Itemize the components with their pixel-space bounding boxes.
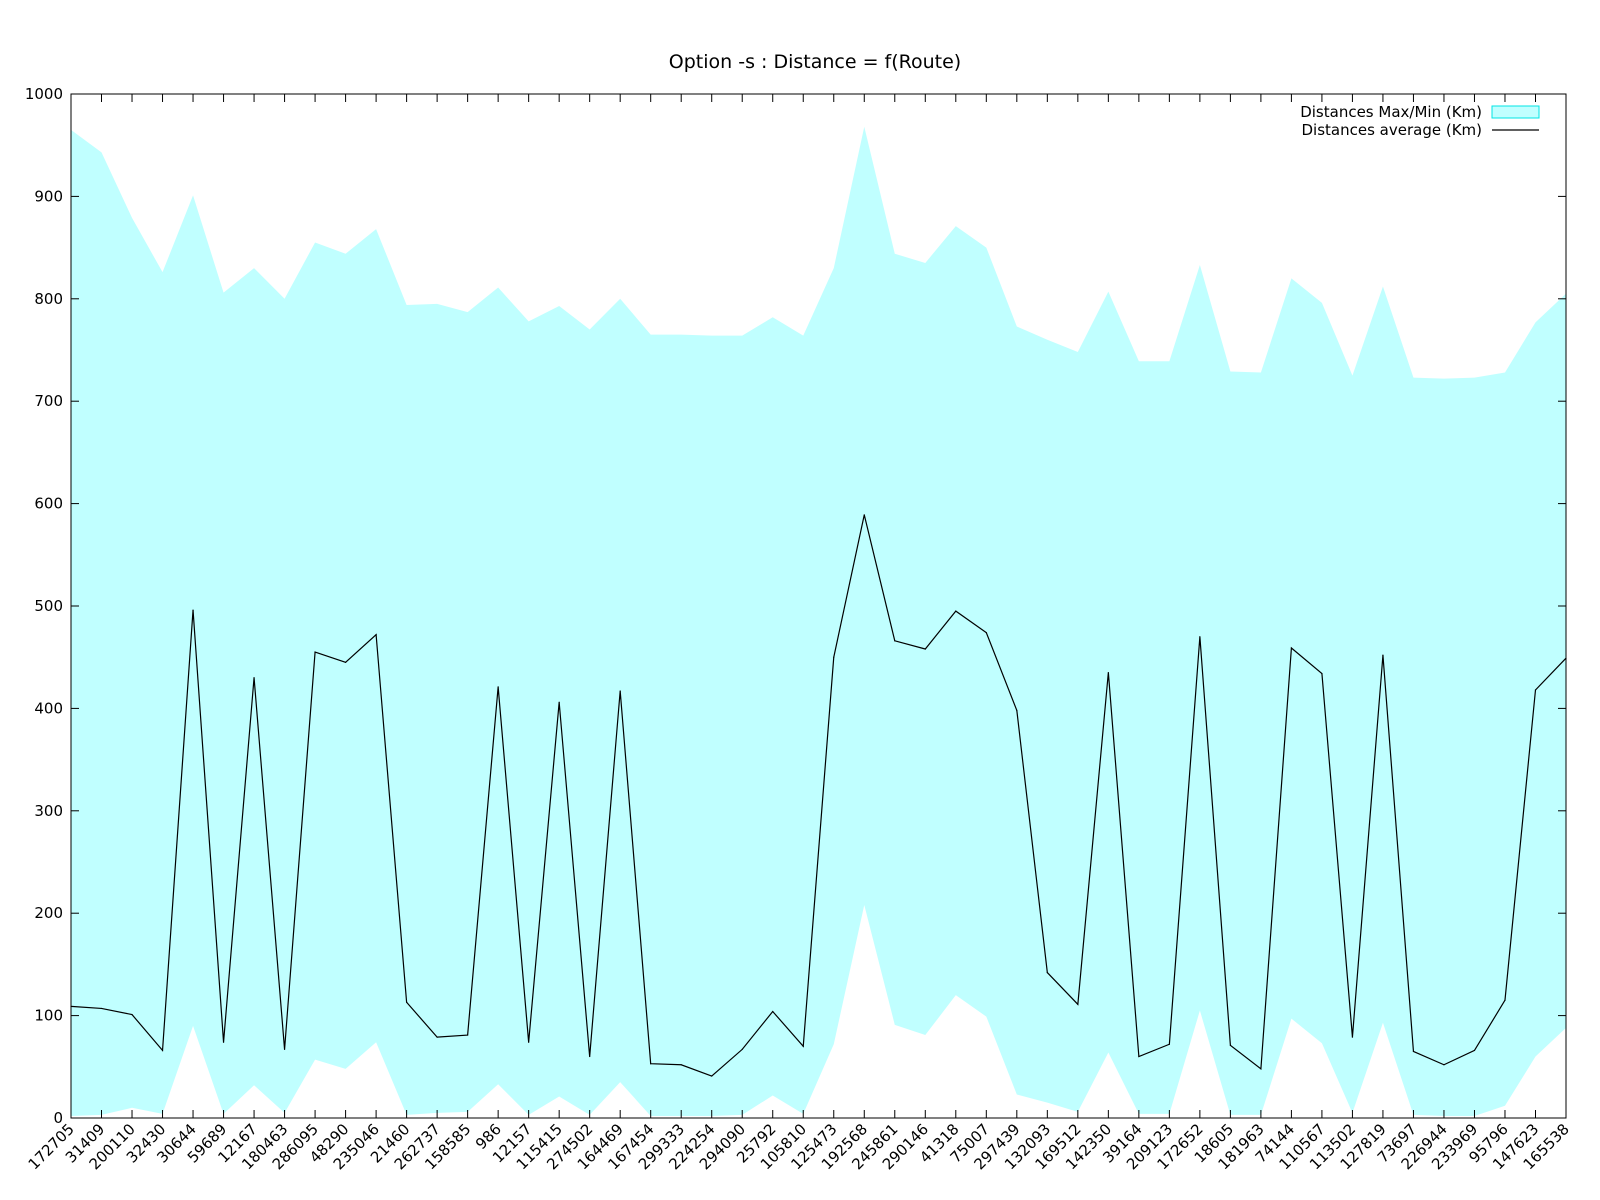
average-point [955, 610, 957, 612]
legend: Distances Max/Min (Km)Distances average … [1300, 103, 1540, 139]
y-tick-label: 200 [34, 904, 63, 922]
y-tick-label: 0 [53, 1109, 63, 1127]
average-point [161, 1049, 164, 1052]
chart-title: Option -s : Distance = f(Route) [669, 51, 961, 73]
y-tick-label: 300 [34, 802, 63, 820]
average-point [1229, 1044, 1231, 1046]
average-point [100, 1007, 103, 1010]
average-point [772, 1010, 774, 1013]
average-point [528, 1041, 530, 1043]
average-point [1351, 1036, 1354, 1038]
average-point [1443, 1064, 1445, 1066]
y-tick-label: 1000 [25, 85, 63, 103]
y-tick-label: 500 [34, 597, 63, 615]
y-tick-label: 400 [34, 699, 63, 717]
average-point [1534, 689, 1537, 691]
average-point [833, 656, 835, 658]
plot-area [70, 126, 1567, 1116]
average-point [1016, 709, 1018, 712]
y-tick-label: 900 [34, 187, 63, 205]
legend-label-maxmin: Distances Max/Min (Km) [1300, 103, 1482, 121]
average-point [436, 1036, 438, 1038]
average-point [1504, 999, 1506, 1001]
average-point [406, 1001, 408, 1003]
average-point [344, 661, 347, 663]
average-point [1473, 1049, 1476, 1052]
average-point [1382, 654, 1384, 656]
average-point [711, 1075, 713, 1077]
average-point [589, 1055, 591, 1058]
average-point [1107, 671, 1109, 674]
average-point [1260, 1068, 1262, 1070]
average-point [1077, 1003, 1079, 1005]
series-line-average [70, 514, 1567, 1077]
average-point [467, 1034, 469, 1036]
y-tick-label: 800 [34, 290, 63, 308]
average-point [1138, 1055, 1140, 1058]
average-point [741, 1048, 743, 1050]
average-point [253, 677, 255, 679]
average-point [802, 1045, 804, 1047]
y-tick-label: 100 [34, 1007, 63, 1025]
legend-label-average: Distances average (Km) [1302, 121, 1483, 139]
average-point [131, 1013, 133, 1016]
y-tick-label: 700 [34, 392, 63, 410]
y-tick-label: 600 [34, 495, 63, 513]
average-point [283, 1048, 286, 1050]
average-point [680, 1064, 682, 1066]
average-point [375, 634, 377, 636]
average-point [894, 640, 896, 642]
band-maxmin-area [71, 126, 1566, 1116]
average-point [924, 648, 926, 650]
average-point [314, 651, 316, 653]
average-point [1290, 647, 1293, 649]
average-point [650, 1063, 652, 1065]
average-point [1168, 1043, 1170, 1045]
average-point [1412, 1050, 1415, 1053]
average-point [558, 701, 560, 703]
average-point [192, 609, 194, 611]
average-point [222, 1041, 225, 1043]
average-point [1046, 971, 1048, 974]
average-point [1321, 672, 1323, 675]
average-point [985, 632, 987, 634]
legend-swatch-maxmin [1491, 105, 1540, 119]
average-point [619, 690, 621, 692]
average-point [863, 514, 865, 516]
average-point [1199, 636, 1201, 638]
average-point [497, 686, 499, 688]
